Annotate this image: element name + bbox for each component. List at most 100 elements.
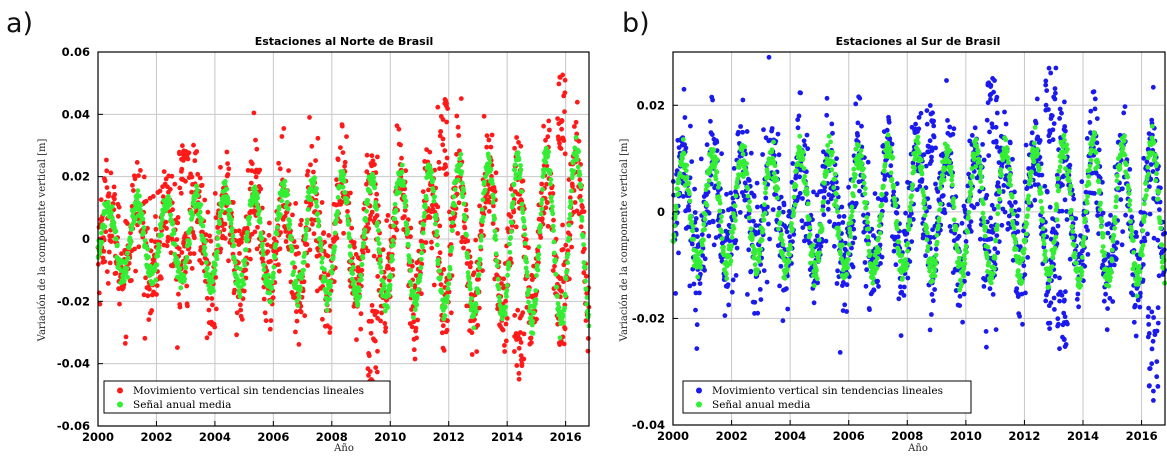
panel-a-point-annual [261, 267, 267, 273]
panel-a-point-annual [524, 269, 530, 275]
panel-b-point-detrended [1043, 298, 1049, 304]
panel-b-point-annual [784, 267, 790, 272]
panel-a-point-detrended [174, 237, 180, 242]
panel-b-point-detrended [1092, 191, 1097, 196]
panel-b-point-detrended [914, 187, 920, 193]
panel-a-point-detrended [149, 238, 154, 244]
panel-a-point-annual [414, 302, 420, 307]
panel-a-y-tick-label: -0.02 [57, 294, 90, 308]
panel-a-point-annual [287, 218, 292, 224]
panel-a-point-annual [418, 256, 424, 262]
panel-b-point-annual [695, 274, 701, 280]
panel-b-point-annual [744, 171, 750, 177]
panel-b-point-annual [672, 213, 678, 219]
panel-b-point-detrended [706, 210, 712, 216]
panel-b-point-detrended [930, 119, 936, 125]
panel-b-point-annual [716, 194, 722, 200]
panel-a-point-detrended [580, 204, 585, 210]
panel-a-point-annual [176, 260, 181, 265]
panel-a-point-annual [434, 229, 440, 234]
panel-a-point-detrended [157, 188, 163, 194]
panel-a-point-detrended [546, 118, 552, 124]
panel-a-point-detrended [567, 195, 573, 201]
panel-b-point-annual [703, 212, 708, 218]
panel-b-point-detrended [709, 132, 715, 138]
panel-a-point-detrended [239, 239, 244, 245]
panel-b-point-annual [713, 176, 719, 182]
panel-b-point-detrended [1096, 147, 1102, 153]
panel-b-point-detrended [930, 110, 935, 116]
panel-a-point-detrended [154, 283, 160, 288]
panel-a-point-annual [561, 320, 566, 326]
panel-b-point-detrended [1061, 337, 1067, 343]
panel-b-point-detrended [853, 101, 859, 107]
panel-a-point-detrended [565, 248, 571, 254]
panel-a-point-annual [482, 179, 487, 185]
panel-b-point-detrended [1111, 262, 1117, 268]
panel-b-point-detrended [994, 110, 1000, 116]
panel-a-point-detrended [191, 142, 196, 148]
panel-a-point-annual [348, 258, 354, 264]
panel-a-point-annual [567, 212, 573, 217]
panel-b-point-detrended [884, 127, 890, 133]
panel-b-point-detrended [940, 193, 946, 198]
panel-a-point-annual [495, 276, 501, 282]
panel-b-point-detrended [985, 100, 991, 106]
panel-a-point-detrended [478, 228, 484, 234]
panel-a-point-annual [359, 262, 365, 267]
panel-a-point-detrended [281, 126, 287, 131]
panel-b-point-detrended [840, 220, 846, 225]
panel-a-point-annual [183, 265, 189, 271]
panel-a-point-detrended [232, 228, 238, 234]
panel-b-point-detrended [1053, 65, 1059, 71]
panel-a-point-detrended [409, 324, 415, 330]
panel-b-point-detrended [957, 303, 963, 308]
panel-a-point-detrended [448, 310, 454, 316]
panel-b-point-detrended [742, 180, 748, 186]
panel-b-point-detrended [904, 231, 910, 236]
panel-a-point-annual [381, 286, 387, 291]
panel-b-point-detrended [1002, 109, 1007, 115]
panel-a-point-annual [479, 233, 484, 239]
panel-a-point-annual [580, 233, 586, 239]
panel-b-point-detrended [766, 221, 771, 227]
panel-b-point-annual [690, 228, 696, 234]
panel-a-point-detrended [271, 236, 277, 242]
panel-b-point-detrended [993, 327, 999, 332]
panel-a-point-annual [299, 275, 304, 281]
panel-a-point-detrended [572, 124, 577, 129]
panel-a-point-detrended [352, 244, 357, 250]
panel-a-point-annual [431, 188, 436, 194]
panel-a-point-detrended [410, 263, 415, 269]
panel-a-point-detrended [380, 247, 386, 253]
panel-a-point-detrended [342, 159, 348, 165]
panel-b-point-detrended [988, 223, 994, 229]
panel-b-point-annual [701, 237, 706, 243]
panel-a-point-annual [238, 266, 243, 272]
panel-a-point-annual [354, 291, 359, 297]
panel-a-point-annual [110, 215, 115, 221]
panel-a-point-annual [342, 190, 348, 195]
panel-b-point-detrended [872, 191, 878, 197]
panel-b-point-detrended [983, 329, 989, 334]
panel-b-point-detrended [695, 234, 700, 240]
panel-a-point-detrended [268, 318, 274, 323]
panel-a-point-detrended [402, 207, 408, 213]
panel-a-point-detrended [561, 341, 567, 347]
panel-b-point-detrended [990, 292, 996, 297]
panel-b-point-detrended [1100, 210, 1106, 216]
panel-b-point-annual [742, 144, 747, 150]
panel-a-point-detrended [248, 180, 254, 186]
panel-b-point-annual [705, 183, 711, 188]
panel-a-point-detrended [298, 309, 304, 315]
panel-b-point-detrended [689, 241, 695, 247]
panel-a-y-tick-label: -0.06 [57, 419, 90, 433]
panel-a-point-annual [491, 213, 497, 219]
panel-a-point-annual [504, 283, 510, 288]
panel-a-point-annual [471, 325, 477, 331]
panel-b-point-detrended [889, 141, 895, 147]
panel-a-point-annual [538, 223, 543, 228]
panel-a-point-detrended [484, 144, 490, 150]
